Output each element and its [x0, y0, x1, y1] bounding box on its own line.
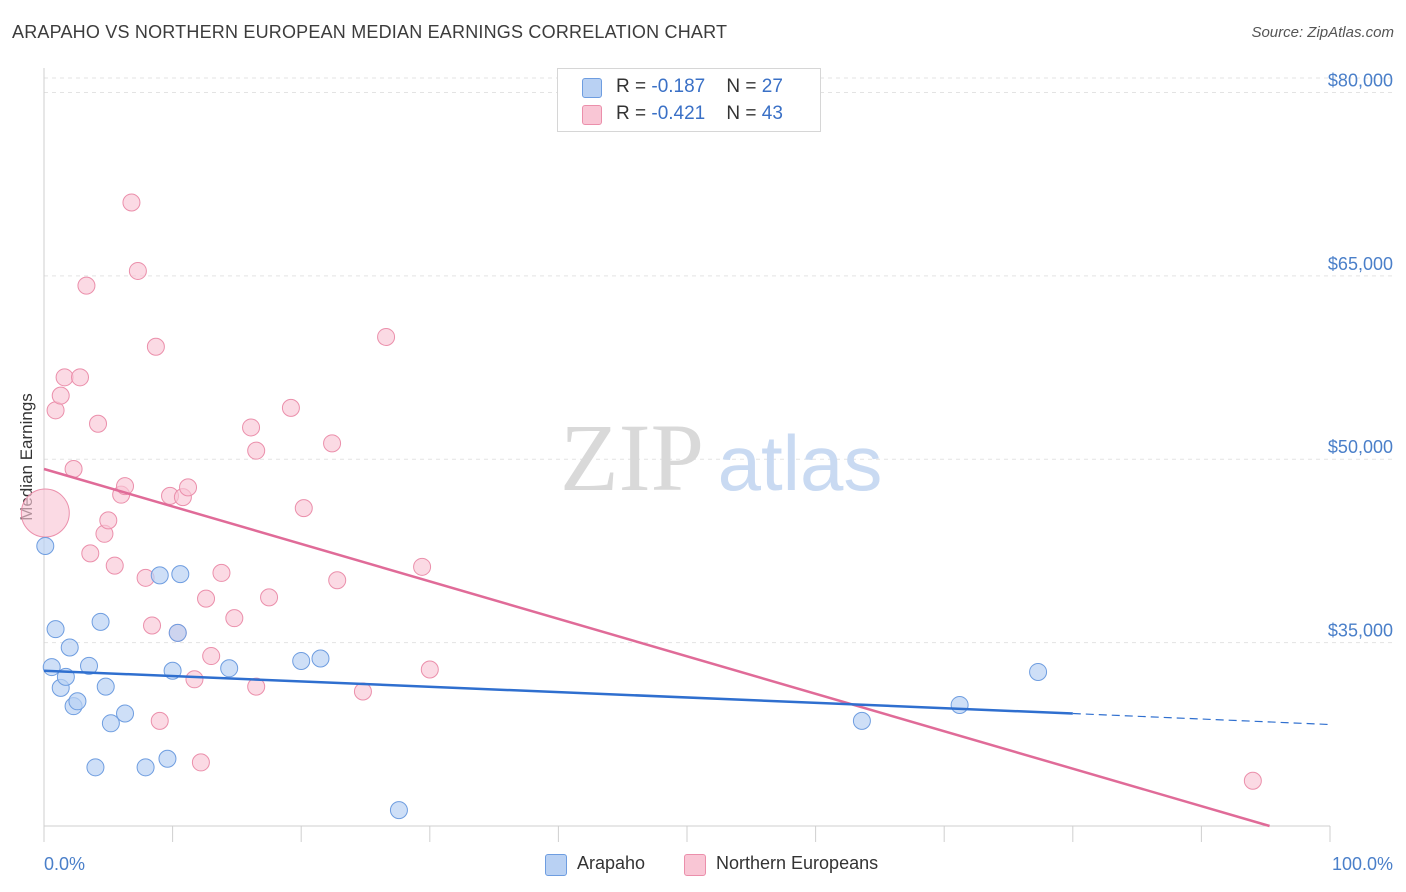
northern-europeans-point: [260, 588, 279, 607]
northern-europeans-point: [242, 418, 261, 437]
arapaho-point: [311, 649, 330, 668]
arapaho-point: [80, 656, 99, 675]
watermark-atlas: atlas: [718, 419, 883, 507]
northern-europeans-point: [1243, 771, 1262, 790]
arapaho-point: [96, 677, 115, 696]
legend-swatch-arapaho: [582, 78, 602, 98]
legend-r-value: -0.187: [651, 76, 706, 97]
y-axis-label: Median Earnings: [17, 393, 36, 521]
northern-europeans-point: [143, 616, 162, 635]
bottom-legend-swatch-northern-europeans: [684, 854, 706, 876]
northern-europeans-point: [323, 434, 342, 453]
northern-europeans-point: [51, 386, 70, 405]
y-tick-labels: $35,000 $50,000 $65,000 $80,000: [1328, 70, 1393, 640]
x-tick-label-0: 0.0%: [44, 854, 85, 874]
northern-europeans-point: [191, 753, 210, 772]
northern-europeans-point: [146, 337, 165, 356]
northern-europeans-points: [20, 193, 1262, 790]
northern-europeans-point: [420, 660, 439, 679]
arapaho-trend-line: [43, 669, 1073, 715]
northern-europeans-point: [77, 276, 96, 295]
y-tick-label-2: $65,000: [1328, 254, 1393, 274]
arapaho-point: [150, 566, 169, 585]
axes: [43, 68, 1331, 842]
legend-n-value: 27: [761, 76, 783, 97]
northern-europeans-point: [122, 193, 141, 212]
northern-europeans-trend-line: [43, 467, 1270, 828]
northern-europeans-point: [20, 488, 70, 538]
legend-n-label: N =: [726, 103, 762, 124]
northern-europeans-point: [353, 682, 372, 701]
y-tick-label-0: $35,000: [1328, 621, 1393, 641]
arapaho-point: [116, 704, 135, 723]
northern-europeans-point: [55, 368, 74, 387]
arapaho-point: [60, 638, 79, 657]
northern-europeans-point: [328, 571, 347, 590]
arapaho-point: [171, 565, 190, 584]
arapaho-point: [36, 537, 55, 556]
northern-europeans-point: [247, 677, 266, 696]
northern-europeans-point: [150, 711, 169, 730]
northern-europeans-point: [212, 563, 231, 582]
northern-europeans-point: [128, 261, 147, 280]
northern-europeans-point: [81, 544, 100, 563]
arapaho-point: [86, 758, 105, 777]
arapaho-point: [46, 620, 65, 639]
northern-europeans-point: [179, 478, 198, 497]
legend-r-value: -0.421: [651, 103, 706, 124]
watermark-zip: ZIP: [560, 404, 704, 511]
bottom-legend-label-arapaho: Arapaho: [577, 853, 646, 873]
northern-europeans-point: [197, 589, 216, 608]
arapaho-point: [101, 714, 120, 733]
northern-europeans-point: [89, 414, 108, 433]
arapaho-trend-line-extension: [1072, 712, 1331, 726]
arapaho-point: [91, 612, 110, 631]
legend-swatch-northern-europeans: [582, 105, 602, 125]
grid-lines: [44, 77, 1394, 644]
legend-r-label: R =: [616, 76, 652, 97]
arapaho-point: [950, 695, 969, 714]
arapaho-point: [136, 758, 155, 777]
northern-europeans-point: [413, 557, 432, 576]
arapaho-point: [168, 623, 187, 642]
arapaho-point: [68, 692, 87, 711]
arapaho-points: [36, 537, 1048, 820]
source-credit: Source: ZipAtlas.com: [1251, 24, 1394, 41]
arapaho-point: [292, 651, 311, 670]
bottom-legend-swatch-arapaho: [545, 854, 567, 876]
watermark: ZIP atlas: [560, 404, 882, 511]
x-tick-label-1: 100.0%: [1332, 854, 1393, 874]
chart-title: ARAPAHO VS NORTHERN EUROPEAN MEDIAN EARN…: [12, 22, 728, 42]
y-tick-label-3: $80,000: [1328, 70, 1393, 90]
legend-r-label: R =: [616, 103, 652, 124]
northern-europeans-point: [247, 441, 266, 460]
correlation-legend: R = -0.187 N = 27 R = -0.421 N = 43: [557, 68, 821, 132]
trend-lines: [43, 467, 1331, 828]
northern-europeans-point: [202, 647, 221, 666]
x-tick-labels: 0.0% 100.0%: [44, 854, 1393, 874]
bottom-legend-label-northern-europeans: Northern Europeans: [716, 853, 879, 873]
northern-europeans-point: [105, 556, 124, 575]
arapaho-point: [1029, 662, 1048, 681]
arapaho-point: [389, 801, 408, 820]
northern-europeans-point: [377, 327, 396, 346]
arapaho-point: [852, 711, 871, 730]
y-tick-label-1: $50,000: [1328, 437, 1393, 457]
northern-europeans-point: [99, 511, 118, 530]
northern-europeans-point: [225, 609, 244, 628]
northern-europeans-point: [294, 499, 313, 518]
northern-europeans-point: [185, 670, 204, 689]
arapaho-point: [158, 749, 177, 768]
arapaho-point: [42, 658, 61, 677]
arapaho-point: [220, 659, 239, 678]
legend-n-label: N =: [726, 76, 762, 97]
northern-europeans-point: [71, 368, 90, 387]
legend-n-value: 43: [761, 103, 783, 124]
northern-europeans-point: [281, 398, 300, 417]
